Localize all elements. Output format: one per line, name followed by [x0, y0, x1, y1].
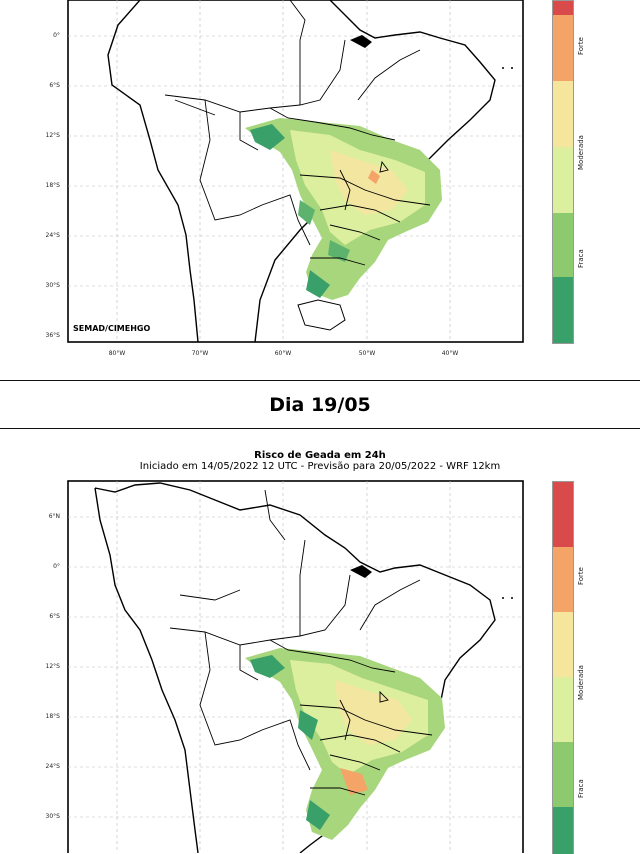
colorbar-segment: [553, 81, 573, 147]
colorbar-segment: [553, 742, 573, 807]
section-divider: [0, 428, 640, 429]
map-subtitle: Iniciado em 14/05/2022 12 UTC - Previsão…: [139, 461, 501, 472]
lat-label: 0°: [53, 32, 60, 39]
lat-label: 30°S: [45, 813, 60, 820]
country-borders: [164, 0, 421, 246]
lat-label: 30°S: [45, 282, 60, 289]
lat-label: 24°S: [45, 232, 60, 239]
colorbar-segment: [553, 213, 573, 277]
colorbar-segment: [553, 547, 573, 612]
frost-risk-field-bottom: [245, 648, 445, 840]
lat-label: 24°S: [45, 763, 60, 770]
lat-label: 12°S: [45, 132, 60, 139]
map-title: Risco de Geada em 24h: [254, 450, 386, 461]
lat-label: 6°S: [49, 613, 60, 620]
lon-label: 40°W: [441, 350, 459, 357]
colorbar-label-fraca: Fraca: [577, 779, 585, 798]
frost-risk-field-top: [245, 118, 442, 300]
colorbar-label-moderada: Moderada: [577, 665, 585, 700]
colorbar-segment: [553, 147, 573, 213]
colorbar-segment: [553, 677, 573, 742]
risk-colorbar: [552, 0, 574, 344]
top-map-panel: 0° 6°S 12°S 18°S 24°S 30°S 36°S 80°W 70°…: [0, 0, 640, 380]
lon-label: 50°W: [358, 350, 376, 357]
top-map-canvas: [67, 0, 524, 343]
state-borders-top: [269, 107, 431, 266]
colorbar-label-forte: Forte: [577, 567, 585, 585]
colorbar-segment: [553, 15, 573, 81]
colorbar-segment: [553, 482, 573, 547]
section-divider: [0, 380, 640, 381]
lat-label: 6°S: [49, 82, 60, 89]
colorbar-segment: [553, 1, 573, 15]
amazon-delta: [350, 35, 372, 48]
lat-label: 0°: [53, 563, 60, 570]
credit-label: SEMAD/CIMEHGO: [73, 324, 151, 333]
colorbar-segment: [553, 807, 573, 854]
lon-label: 70°W: [191, 350, 209, 357]
lat-label: 18°S: [45, 713, 60, 720]
colorbar-segment: [553, 612, 573, 677]
lon-label: 60°W: [274, 350, 292, 357]
lat-label: 36°S: [45, 332, 60, 339]
risk-colorbar: [552, 481, 574, 854]
map-gridlines: [68, 0, 523, 342]
lat-label: 18°S: [45, 182, 60, 189]
lat-label: 12°S: [45, 663, 60, 670]
lat-label: 6°N: [48, 513, 60, 520]
country-borders: [169, 489, 421, 771]
day-heading: Dia 19/05: [269, 394, 371, 416]
colorbar-segment: [553, 277, 573, 343]
state-borders-bottom: [269, 639, 433, 796]
amazon-delta: [350, 565, 372, 578]
lon-label: 80°W: [108, 350, 126, 357]
